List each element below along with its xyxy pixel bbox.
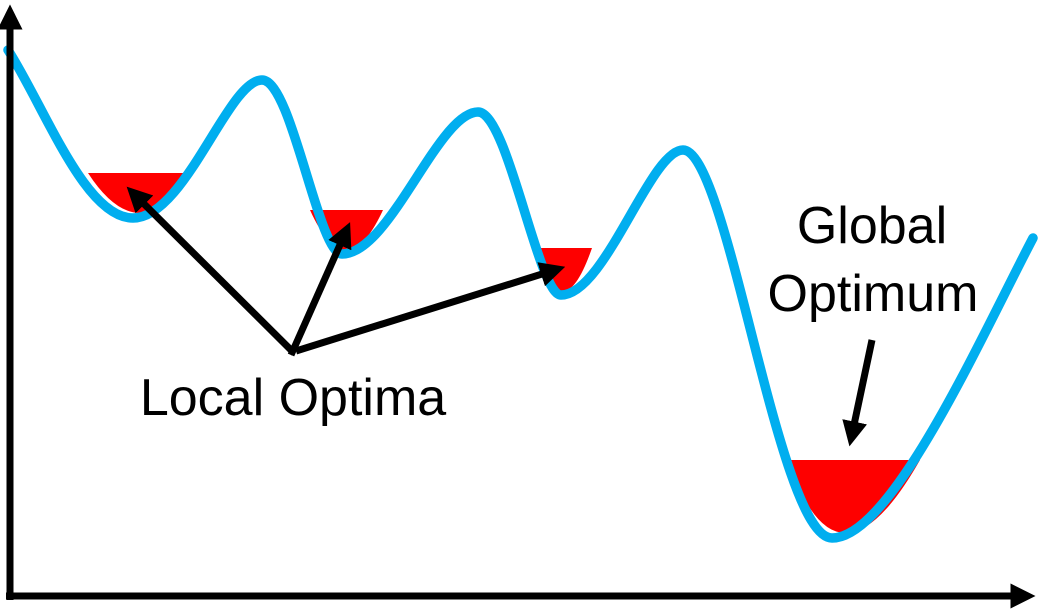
local-optima-arrow-3 — [294, 262, 566, 355]
global-optimum-label-line1: Global — [797, 197, 947, 255]
local-optima-arrow-2 — [287, 222, 352, 357]
function-curve — [3, 45, 1038, 543]
local-optima-arrow-1 — [126, 186, 297, 356]
global-optimum-fill — [788, 460, 920, 533]
global-optimum-arrow — [842, 339, 876, 447]
global-optimum-label-line2: Optimum — [768, 265, 979, 323]
local-optima-label: Local Optima — [140, 369, 446, 427]
